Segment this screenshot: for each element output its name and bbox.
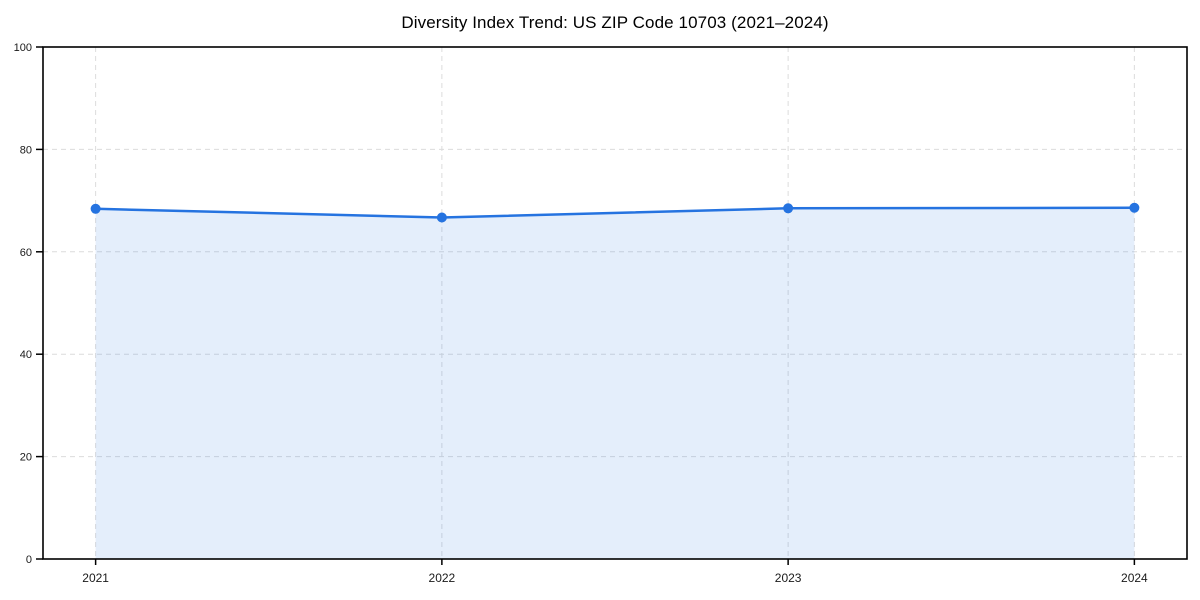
y-tick-label: 80	[20, 144, 32, 156]
x-tick-label: 2021	[82, 571, 109, 585]
data-points	[90, 202, 1140, 223]
trend-line-layer	[94, 206, 1136, 219]
data-point-2023	[783, 203, 794, 214]
axis-tick-marks	[36, 46, 1136, 565]
y-tick-label: 20	[20, 452, 32, 464]
x-tick-label: 2024	[1121, 571, 1148, 585]
trend-line	[94, 206, 1136, 219]
y-tick-label: 0	[26, 554, 32, 566]
data-point-2022	[436, 212, 447, 223]
area-fill	[95, 207, 1135, 559]
y-tick-label: 100	[14, 42, 32, 54]
data-point-2021	[90, 203, 101, 214]
y-tick-label: 60	[20, 247, 32, 259]
x-tick-label: 2022	[429, 571, 456, 585]
plot-border	[42, 46, 1188, 560]
y-tick-labels: 0 20 40 60 80 100	[14, 42, 32, 566]
data-point-2024	[1129, 202, 1140, 213]
x-tick-label: 2023	[775, 571, 802, 585]
chart-title: Diversity Index Trend: US ZIP Code 10703…	[401, 13, 829, 32]
area-fill-layer	[95, 207, 1135, 559]
y-tick-label: 40	[20, 349, 32, 361]
x-tick-labels: 2021 2022 2023 2024	[82, 571, 1148, 585]
